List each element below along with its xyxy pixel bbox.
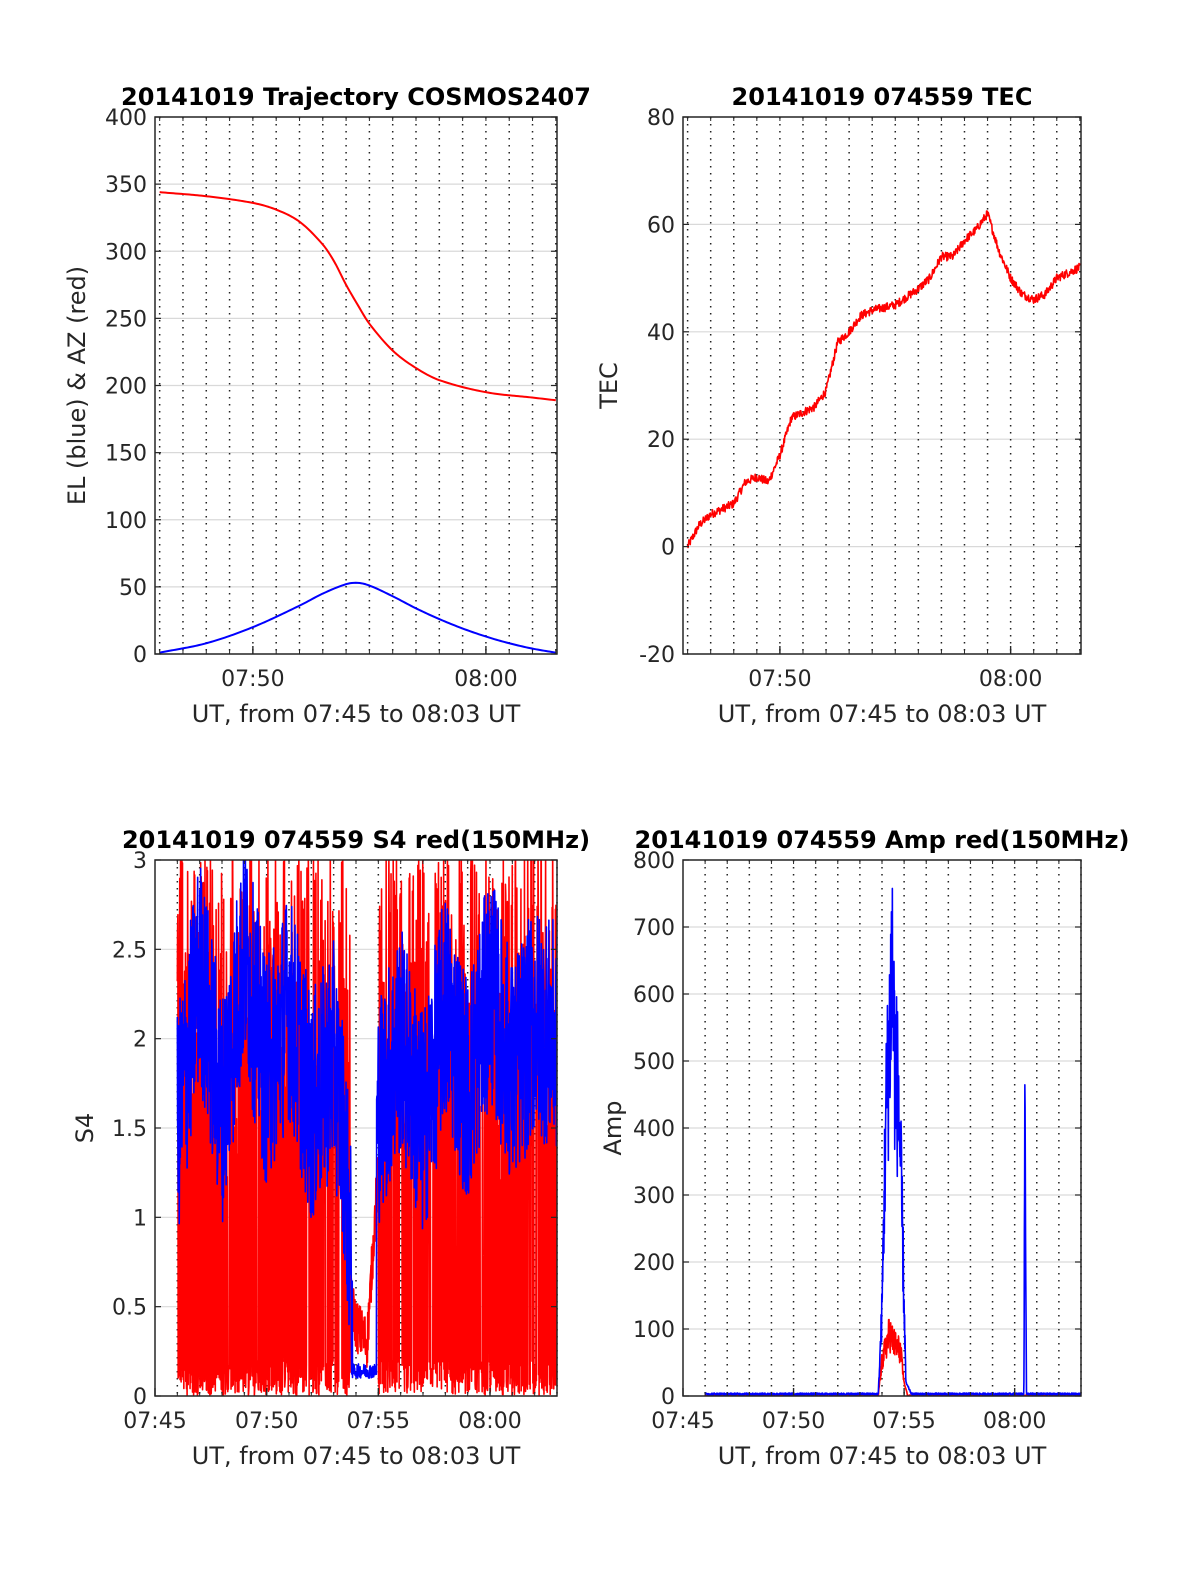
y-tick-label: -20 (639, 643, 675, 668)
y-axis-label: Amp (599, 1100, 627, 1155)
y-tick-label: 40 (647, 321, 675, 346)
x-axis-label: UT, from 07:45 to 08:03 UT (718, 1442, 1047, 1470)
y-tick-label: 1 (133, 1206, 147, 1231)
series-line-el-blue- (159, 581, 556, 654)
series-line-az-red- (159, 191, 556, 402)
y-tick-label: 600 (633, 983, 675, 1008)
x-tick-label: 07:55 (872, 1409, 935, 1434)
x-axis-label: UT, from 07:45 to 08:03 UT (718, 700, 1047, 728)
y-tick-label: 80 (647, 106, 675, 131)
y-tick-label: 50 (119, 576, 147, 601)
y-tick-label: 200 (105, 375, 147, 400)
x-tick-label: 07:50 (221, 667, 284, 692)
y-tick-label: 2 (133, 1028, 147, 1053)
y-tick-label: 1.5 (112, 1117, 147, 1142)
y-tick-label: 60 (647, 213, 675, 238)
chart-title: 20141019 Trajectory COSMOS2407 (121, 83, 591, 111)
y-tick-label: 2.5 (112, 938, 147, 963)
x-axis-label: UT, from 07:45 to 08:03 UT (192, 1442, 521, 1470)
x-tick-label: 07:50 (748, 667, 811, 692)
x-tick-label: 07:50 (235, 1409, 298, 1434)
plot-area (683, 117, 1081, 654)
series-group (159, 191, 556, 654)
y-tick-label: 0 (661, 1385, 675, 1410)
y-tick-label: 300 (105, 240, 147, 265)
y-tick-label: 20 (647, 428, 675, 453)
x-tick-label: 08:00 (979, 667, 1042, 692)
chart-trajectory: 0 50 100 150 200 250 300 350 400 07:50 08:00 201410… (63, 83, 591, 728)
y-tick-label: 300 (633, 1184, 675, 1209)
axes-frame (682, 116, 1082, 655)
x-tick-label: 07:50 (762, 1409, 825, 1434)
y-tick-label: 500 (633, 1050, 675, 1075)
y-tick-label: 350 (105, 173, 147, 198)
y-axis-label: TEC (595, 362, 623, 410)
series-line-amp-blue (704, 887, 1081, 1396)
series-line-s4-red (176, 860, 557, 1396)
y-tick-label: 400 (105, 106, 147, 131)
x-tick-label: 08:00 (983, 1409, 1046, 1434)
y-tick-label: 3 (133, 849, 147, 874)
x-tick-label: 07:45 (651, 1409, 714, 1434)
chart-s4: 0 0.5 1 1.5 2 2.5 3 07:45 07:50 07:55 08:00 2014101… (71, 826, 590, 1470)
x-axis-label: UT, from 07:45 to 08:03 UT (192, 700, 521, 728)
y-tick-label: 100 (633, 1318, 675, 1343)
x-tick-label: 07:55 (347, 1409, 410, 1434)
y-tick-label: 0 (133, 1385, 147, 1410)
y-axis-label: EL (blue) & AZ (red) (63, 266, 91, 505)
series-group (686, 210, 1081, 549)
y-tick-label: 150 (105, 442, 147, 467)
chart-title: 20141019 074559 Amp red(150MHz) (635, 826, 1130, 854)
series-line-s4-blue (176, 860, 557, 1379)
y-axis-label: S4 (71, 1113, 99, 1144)
y-tick-label: 800 (633, 849, 675, 874)
y-tick-label: 200 (633, 1251, 675, 1276)
series-group (176, 860, 557, 1396)
series-line-tec (686, 210, 1081, 549)
x-tick-label: 08:00 (458, 1409, 521, 1434)
y-tick-label: 0.5 (112, 1296, 147, 1321)
chart-amp: 0 100 200 300 400 500 600 700 800 07:45 07:50 07:55… (599, 826, 1129, 1470)
chart-tec: -20 0 20 40 60 80 07:50 08:00 20141019 074559 TE… (595, 83, 1082, 728)
y-tick-label: 400 (633, 1117, 675, 1142)
y-tick-label: 0 (661, 536, 675, 561)
y-tick-label: 0 (133, 643, 147, 668)
x-tick-label: 07:45 (123, 1409, 186, 1434)
y-tick-label: 250 (105, 307, 147, 332)
y-tick-label: 100 (105, 509, 147, 534)
x-tick-label: 08:00 (454, 667, 517, 692)
chart-title: 20141019 074559 S4 red(150MHz) (122, 826, 590, 854)
chart-title: 20141019 074559 TEC (732, 83, 1033, 111)
y-tick-label: 700 (633, 916, 675, 941)
